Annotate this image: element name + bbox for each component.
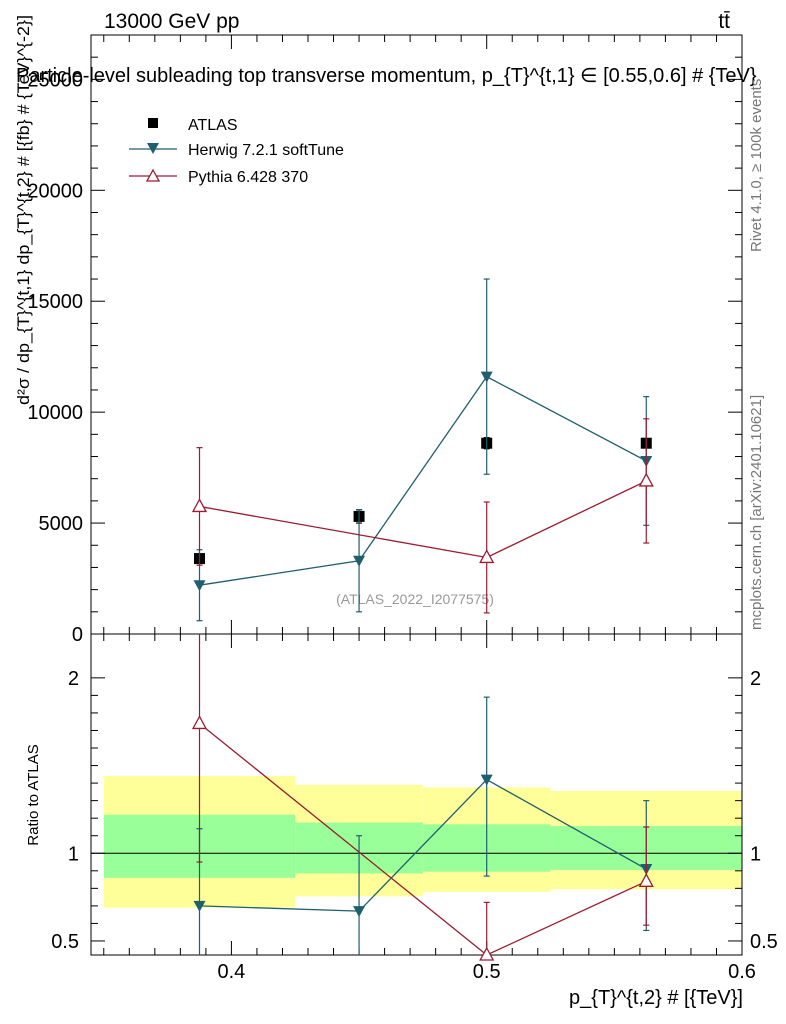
legend-pythia-label: Pythia 6.428 370 [188,169,308,186]
x-tick-label: 0.5 [473,961,501,983]
herwig-main-line [199,375,647,586]
pythia-main-point [638,472,654,487]
ratio-ytick-label-right: 2 [750,668,761,690]
ratio-y-label: Ratio to ATLAS [25,744,42,845]
main-marks [191,278,654,622]
x-tick-label: 0.4 [218,961,246,983]
herwig-ratio-line [199,778,647,912]
legend-herwig-label: Herwig 7.2.1 softTune [188,142,344,159]
herwig-ratio-point [480,774,493,786]
main-axes: 0 5000 10000 15000 20000 25000 [27,34,743,646]
main-ytick-label: 15000 [27,291,83,313]
main-ytick-label: 25000 [27,69,83,91]
main-ytick-label: 20000 [27,180,83,202]
ratio-ytick-label: 0.5 [51,931,79,953]
ratio-marks [191,634,654,961]
herwig-main-point [353,555,366,567]
energy-label: 13000 GeV pp [104,10,239,33]
legend-atlas-marker [148,118,158,128]
legend-pythia-marker [145,168,161,182]
herwig-ratio-point [353,906,366,918]
pythia-ratio-point [638,872,654,887]
ratio-axes: 0.4 0.5 0.6 0.5 0.5 1 1 2 2 [51,633,778,983]
ratio-ytick-label: 2 [68,668,79,690]
process-label: tt̄ [718,10,730,33]
main-y-label: d²σ / dp_{T}^{t,1} dp_{T}^{t,2} # [{fb} … [14,15,33,405]
legend-atlas-label: ATLAS [188,117,238,134]
herwig-main-point [193,580,206,592]
pythia-main-line [199,480,647,559]
legend-herwig-marker [147,143,159,154]
pythia-main-point [191,498,208,513]
mcplots-label: mcplots.cern.ch [arXiv:2401.10621] [748,395,765,630]
pythia-main-point [479,549,495,564]
herwig-main-point [480,371,493,383]
main-ytick-label: 0 [72,624,83,646]
pythia-ratio-point [479,946,495,961]
x-axis-label: p_{T}^{t,2} # [{TeV}] [569,987,743,1009]
watermark: (ATLAS_2022_I2077575) [336,591,494,607]
x-tick-label: 0.6 [728,961,756,983]
ratio-frame [90,633,743,956]
main-ytick-label: 5000 [39,513,84,535]
legend: ATLAS Herwig 7.2.1 softTune Pythia 6.428… [129,117,344,186]
herwig-ratio-point [193,900,206,912]
main-title: Particle-level subleading top transverse… [16,65,757,87]
ratio-ytick-label-right: 1 [750,843,761,865]
ratio-ytick-label-right: 0.5 [750,931,778,953]
ratio-ytick-label: 1 [68,843,79,865]
rivet-label: Rivet 4.1.0, ≥ 100k events [748,79,765,252]
pythia-ratio-point [191,715,208,730]
main-ytick-label: 10000 [27,402,83,424]
